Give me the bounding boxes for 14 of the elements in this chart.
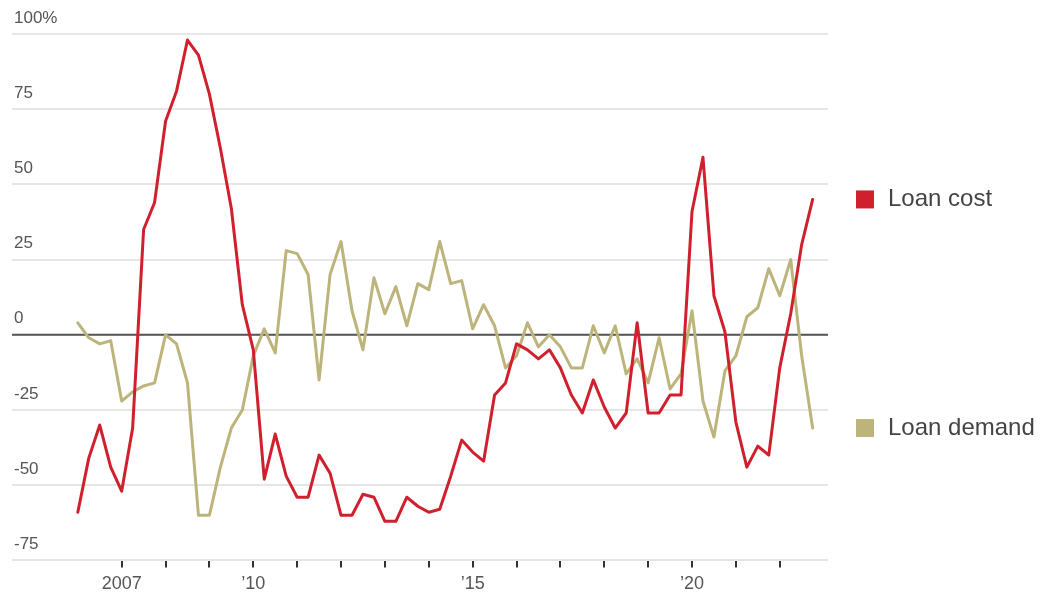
y-tick-label: -50 [14, 458, 39, 478]
y-tick-label: 0 [14, 308, 24, 328]
y-tick-label: -75 [14, 534, 39, 554]
x-tick-label: 2007 [101, 573, 142, 594]
x-tick-label: ’10 [241, 573, 266, 594]
y-tick-label: -25 [14, 383, 39, 403]
x-tick-label: ’15 [460, 573, 485, 594]
legend-label: Loan cost [888, 184, 993, 212]
y-tick-label: 25 [14, 233, 33, 253]
y-tick-label: 50 [14, 158, 33, 178]
x-tick-label: ’20 [679, 573, 705, 594]
y-tick-label: 100% [14, 7, 58, 27]
y-tick-label: 75 [14, 82, 33, 102]
legend-label: Loan demand [888, 412, 1035, 440]
